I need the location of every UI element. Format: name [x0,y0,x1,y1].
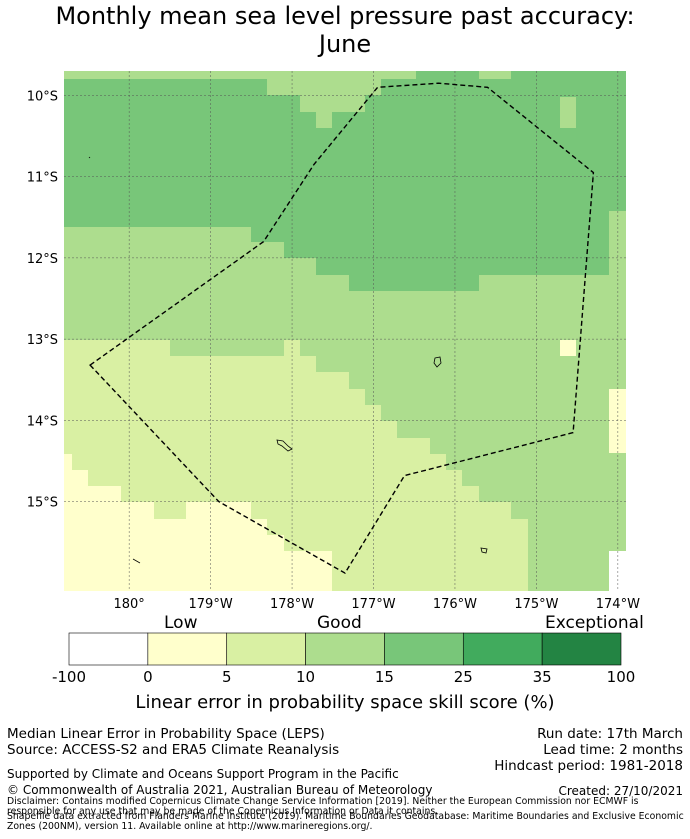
colorbar-segment [541,632,622,666]
footer-copyright: © Commonwealth of Australia 2021, Austra… [7,783,433,797]
y-tick-label: 13°S [27,333,58,348]
zone-patch [609,389,626,453]
colorbar-tick-label: 10 [296,668,315,686]
footer-supported: Supported by Climate and Oceans Support … [7,767,399,781]
x-tick-label: 176°W [433,597,477,612]
colorbar-tick-label: 25 [454,668,473,686]
zone-patch [560,97,576,128]
footer-run-date: Run date: 17th March [537,726,683,742]
eez-boundary [89,82,595,575]
colorbar-tick-label: 35 [533,668,552,686]
x-tick-label: 174°W [596,597,640,612]
colorbar-segment [68,632,149,666]
footer-disclaimer: Disclaimer: Contains modified Copernicus… [7,796,639,817]
y-tick-label: 11°S [27,171,58,186]
colorbar-tick-label: 100 [607,668,636,686]
zone-patch [64,71,88,79]
colorbar-segment [305,632,385,666]
zone-patch [479,71,511,79]
x-tick-label: 175°W [514,597,558,612]
colorbar-category-low: Low [164,613,198,633]
colorbar-segment [384,632,464,666]
x-axis-ticks: 180° 179°W 178°W 177°W 176°W 175°W 174°W [113,597,640,612]
gridlines [64,71,626,591]
map-plot-area [64,71,626,591]
zone-yellow [64,454,332,591]
colorbar-tick-label: 0 [143,668,153,686]
footer-lead-time: Lead time: 2 months [543,742,683,758]
x-tick-label: 177°W [351,597,395,612]
colorbar-tick-label: -100 [52,668,86,686]
y-tick-label: 14°S [27,414,58,429]
x-tick-label: 179°W [189,597,233,612]
chart-title-line2: June [318,30,372,58]
zone-patch [609,551,626,591]
x-tick-label: 180° [113,597,144,612]
y-tick-label: 10°S [27,89,58,104]
zone-patch [560,340,576,356]
colorbar-segment [462,632,543,666]
x-tick-label: 178°W [270,597,314,612]
y-tick-label: 12°S [27,252,58,267]
chart-title-line1: Monthly mean sea level pressure past acc… [55,2,635,30]
footer-shapefile: Shapefile data extracted from Flanders M… [7,811,684,832]
chart-title: Monthly mean sea level pressure past acc… [0,2,690,58]
colorbar-label: Linear error in probability space skill … [135,692,555,713]
footer-method: Median Linear Error in Probability Space… [7,726,325,742]
footer-created: Created: 27/10/2021 [558,784,683,798]
zone-patch [88,71,416,128]
colorbar-tick-label: 5 [222,668,232,686]
colorbar: -100 0 5 10 15 25 35 100 [52,632,636,686]
footer-hindcast: Hindcast period: 1981-2018 [494,758,683,774]
colorbar-category-exceptional: Exceptional [545,613,644,633]
colorbar-segment [147,632,228,666]
islands [88,156,488,564]
colorbar-category-good: Good [317,613,362,633]
y-tick-label: 15°S [27,496,58,511]
skill-map: 180° 179°W 178°W 177°W 176°W 175°W 174°W 10°S1… [27,71,640,686]
colorbar-segment [226,632,306,666]
colorbar-tick-label: 15 [375,668,394,686]
y-axis-ticks: 10°S 11°S 12°S 13°S 14°S 15°S [27,89,58,510]
footer-source: Source: ACCESS-S2 and ERA5 Climate Reana… [7,742,340,758]
